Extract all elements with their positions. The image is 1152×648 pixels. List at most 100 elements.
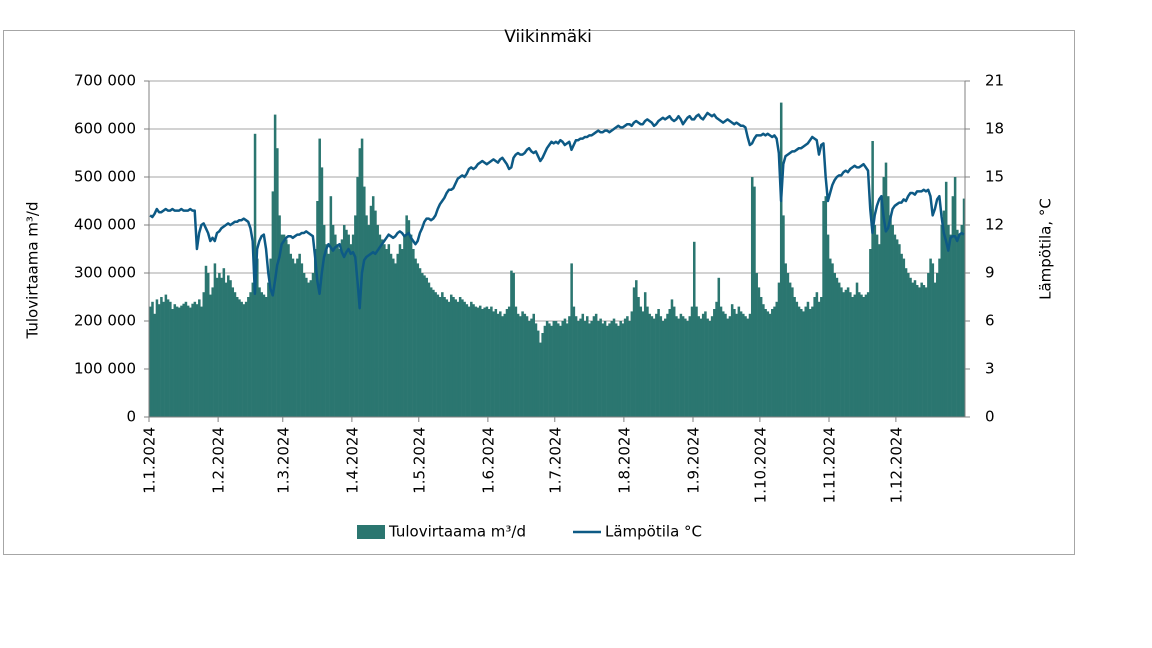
bar xyxy=(641,311,645,417)
bar xyxy=(684,318,687,417)
bar xyxy=(579,318,582,417)
bar xyxy=(403,234,406,417)
bar xyxy=(227,275,230,417)
bar xyxy=(340,239,344,417)
bar xyxy=(675,316,678,417)
bar xyxy=(465,304,469,417)
bar xyxy=(639,306,643,417)
bar xyxy=(539,342,542,417)
bar xyxy=(800,309,803,417)
bar xyxy=(211,287,214,417)
bar xyxy=(273,114,277,417)
y-axis-title: Tulovirtaama m³/d xyxy=(24,202,42,340)
bar xyxy=(552,321,556,417)
bar xyxy=(222,268,226,417)
bar xyxy=(485,306,489,417)
y2-axis-title: Lämpötila, °C xyxy=(1037,198,1055,300)
x-tick-label: 1.8.2024 xyxy=(615,427,633,494)
bar xyxy=(851,297,854,417)
bar xyxy=(215,277,219,417)
bar xyxy=(519,316,522,417)
bar xyxy=(235,297,239,417)
bar xyxy=(915,285,919,417)
y2-tick-label: 6 xyxy=(985,312,995,330)
bar xyxy=(418,268,422,417)
bar xyxy=(795,301,799,417)
bar xyxy=(414,258,417,417)
bar xyxy=(307,282,310,417)
bar xyxy=(177,307,181,417)
bar xyxy=(164,294,168,417)
bar xyxy=(572,306,576,417)
y-tick-label: 500 000 xyxy=(74,168,136,186)
bar xyxy=(436,294,440,417)
y2-tick-label: 9 xyxy=(985,264,995,282)
bar xyxy=(525,316,529,417)
bar xyxy=(902,258,906,417)
bar xyxy=(583,321,587,417)
bar xyxy=(831,263,834,417)
y2-tick-label: 12 xyxy=(985,216,1004,234)
bar xyxy=(151,301,154,417)
bar xyxy=(349,244,353,417)
bar xyxy=(224,282,228,417)
bar xyxy=(186,305,190,417)
bar xyxy=(623,318,627,417)
bar xyxy=(365,215,368,417)
bar xyxy=(155,299,159,417)
bar xyxy=(456,301,460,417)
bar xyxy=(878,244,881,417)
bar xyxy=(293,263,297,417)
bar xyxy=(895,239,899,417)
bar xyxy=(690,306,694,417)
bar xyxy=(276,148,279,417)
bar xyxy=(762,304,765,417)
bar xyxy=(875,234,879,417)
bar xyxy=(666,313,669,417)
bar xyxy=(628,321,631,417)
bar xyxy=(374,210,377,417)
bar xyxy=(924,287,928,417)
bar xyxy=(296,258,299,417)
bar xyxy=(650,316,654,417)
bar xyxy=(458,297,462,417)
bar xyxy=(463,301,466,417)
bar xyxy=(710,316,714,417)
bar xyxy=(693,241,696,417)
bar xyxy=(606,325,609,417)
bar xyxy=(383,244,386,417)
bar xyxy=(499,311,502,417)
bar xyxy=(733,309,736,417)
bar xyxy=(371,196,375,417)
bar xyxy=(338,249,342,417)
bar xyxy=(427,282,431,417)
legend-label: Lämpötila °C xyxy=(605,523,702,541)
bar xyxy=(581,313,585,417)
bar xyxy=(775,301,779,417)
x-tick-label: 1.10.2024 xyxy=(751,427,769,503)
bar xyxy=(804,306,808,417)
bar xyxy=(240,301,243,417)
bar xyxy=(860,294,863,417)
bar xyxy=(563,318,567,417)
bar xyxy=(871,141,874,417)
bar xyxy=(483,307,486,417)
bar xyxy=(786,273,790,417)
bar xyxy=(953,177,957,417)
bar xyxy=(835,277,839,417)
y-tick-label: 600 000 xyxy=(74,120,136,138)
x-tick-label: 1.4.2024 xyxy=(343,427,361,494)
bar xyxy=(528,321,531,417)
bar xyxy=(944,181,948,417)
bar xyxy=(481,309,484,417)
bar xyxy=(811,306,814,417)
bar xyxy=(882,177,886,417)
bar xyxy=(942,210,946,417)
bar xyxy=(380,239,384,417)
bar xyxy=(927,273,930,417)
y2-tick-label: 3 xyxy=(985,360,995,378)
bar xyxy=(884,162,888,417)
bar xyxy=(742,313,745,417)
bar xyxy=(285,239,288,417)
bar xyxy=(289,253,292,417)
